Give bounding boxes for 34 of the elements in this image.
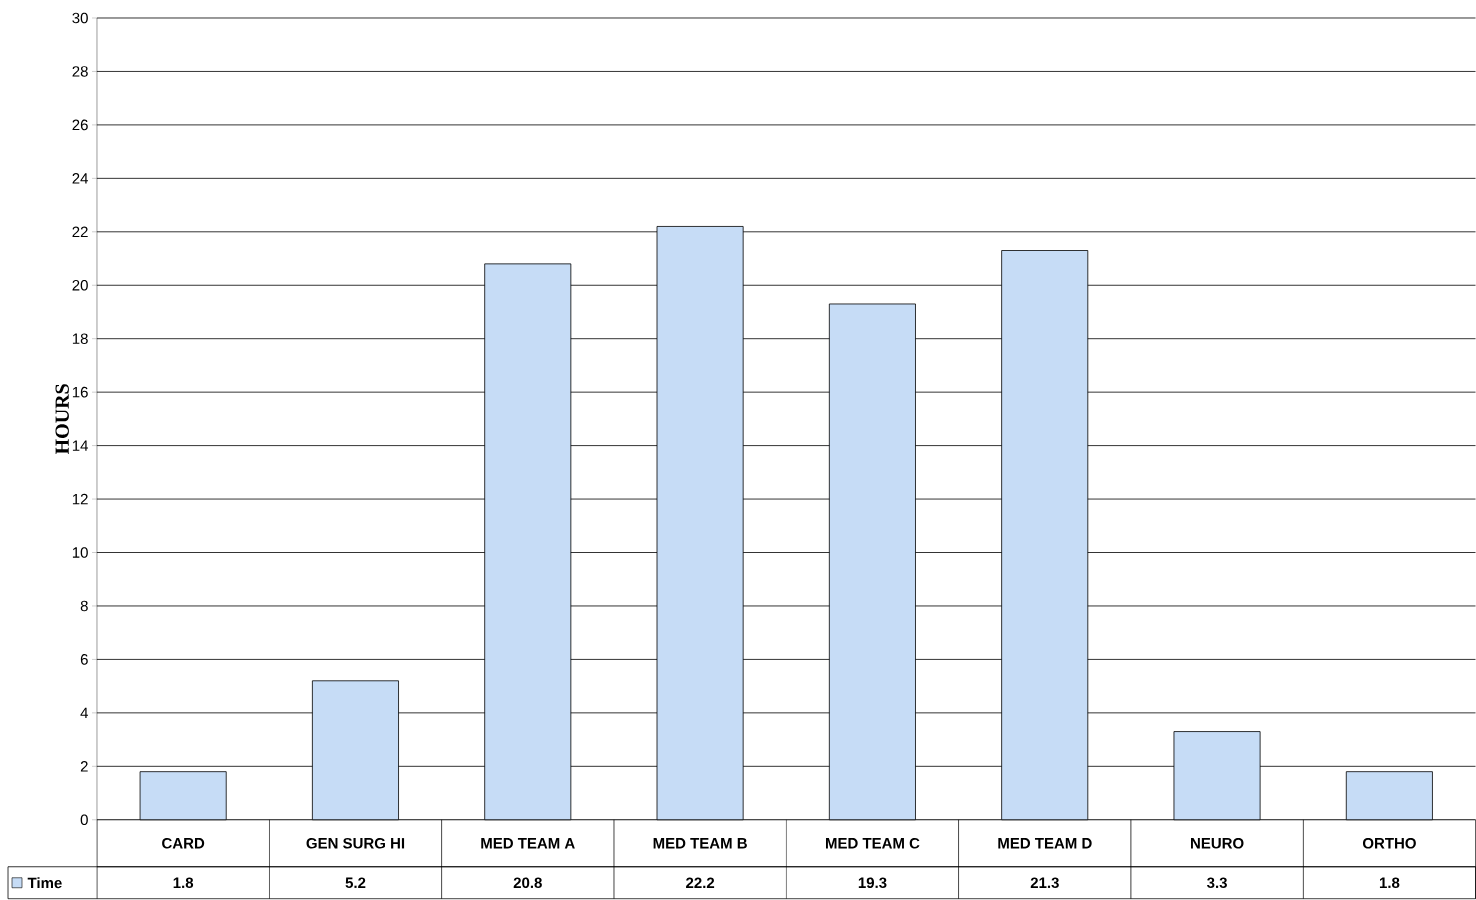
y-axis-title: HOURS [55,384,69,455]
y-tick-label: 8 [80,600,88,612]
y-tick-label: 24 [72,173,89,184]
data-label: 1.8 [1379,877,1400,889]
y-tick-label: 12 [72,493,88,505]
y-tick-label: 10 [72,547,88,558]
y-tick-label: 22 [72,226,88,238]
y-tick-label: 2 [80,761,88,772]
x-tick-label: NEURO [1191,838,1244,849]
x-tick-label: ORTHO [1362,838,1416,849]
data-label: 19.3 [858,877,887,889]
x-tick-label: MED TEAM A [481,838,575,849]
y-tick-label: 28 [72,66,88,77]
y-tick-label: 26 [72,119,88,131]
data-label: 22.2 [686,877,715,889]
legend-label: Time [27,877,62,889]
x-tick-label: GEN SURG HI [306,838,405,849]
data-label: 1.8 [173,877,194,889]
y-tick-label: 18 [72,333,88,345]
y-tick-label: 4 [80,707,89,719]
y-tick-label: 30 [72,12,88,24]
y-tick-label: 16 [72,386,88,398]
data-label: 3.3 [1207,877,1227,889]
x-tick-label: MED TEAM C [825,838,920,849]
data-label: 5.2 [345,877,366,889]
x-tick-label: CARD [162,838,205,849]
data-label: 21.3 [1030,877,1059,889]
y-tick-label: 6 [80,654,88,665]
data-label: 20.8 [513,877,542,889]
y-tick-label: 14 [72,440,89,451]
x-tick-label: MED TEAM B [653,838,747,849]
y-tick-label: 0 [80,814,88,826]
x-tick-label: MED TEAM D [998,838,1092,849]
y-tick-label: 20 [72,280,88,291]
